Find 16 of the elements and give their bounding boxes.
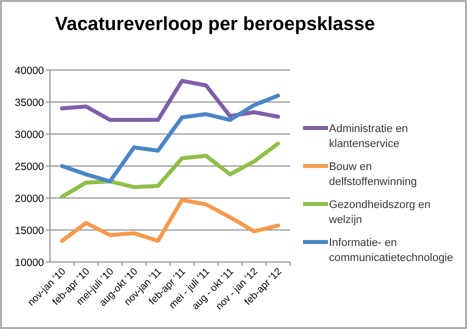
legend-label: Bouw en delfstoffenwinning bbox=[329, 161, 417, 188]
legend-label: Informatie- en communicatietechnologie bbox=[329, 237, 454, 264]
legend-label: Gezondheidszorg en welzijn bbox=[328, 199, 431, 226]
line-series bbox=[60, 198, 280, 243]
chart-title: Vacatureverloop per beroepsklasse bbox=[55, 14, 375, 35]
line-series bbox=[60, 94, 280, 184]
y-tick-label: 15000 bbox=[14, 225, 44, 237]
y-tick-label: 10000 bbox=[14, 257, 44, 269]
y-tick-label: 25000 bbox=[14, 161, 44, 173]
line-series bbox=[60, 78, 280, 122]
y-tick-label: 30000 bbox=[14, 129, 44, 141]
legend-label: Administratie en klantenservice bbox=[329, 123, 408, 150]
y-tick-label: 40000 bbox=[14, 65, 44, 77]
y-tick-label: 20000 bbox=[14, 193, 44, 205]
y-tick-label: 35000 bbox=[14, 97, 44, 109]
line-series bbox=[60, 142, 280, 199]
